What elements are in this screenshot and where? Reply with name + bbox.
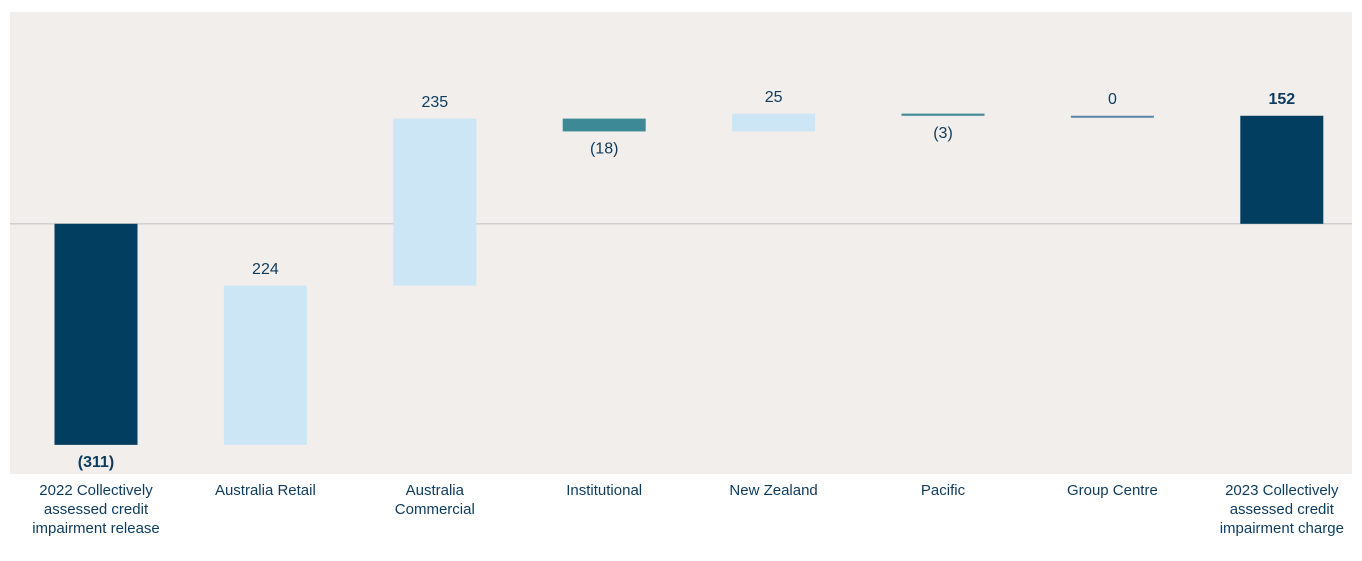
bar	[732, 113, 816, 132]
category-label: Institutional	[566, 482, 643, 499]
bar	[393, 118, 477, 286]
bar	[562, 118, 646, 132]
bar	[1070, 115, 1154, 118]
category-label: Australia Commercial	[394, 482, 475, 518]
category-label: Pacific	[920, 482, 966, 499]
plot-background	[10, 12, 1352, 474]
value-label: (311)	[78, 454, 114, 471]
category-label: 2023 Collectively assessed credit impair…	[1219, 482, 1344, 537]
value-label: 152	[1268, 91, 1295, 108]
value-label: 235	[421, 94, 448, 111]
value-label: 0	[1108, 91, 1117, 108]
value-label: 25	[765, 89, 783, 106]
bar	[1240, 115, 1324, 224]
category-label: Australia Retail	[214, 482, 316, 499]
bar	[901, 113, 985, 116]
category-label: 2022 Collectively assessed credit impair…	[32, 482, 160, 537]
bar	[223, 285, 307, 445]
value-label: (18)	[590, 141, 618, 158]
value-label: (3)	[933, 125, 953, 142]
value-label: 224	[252, 261, 279, 278]
category-label: Group Centre	[1066, 482, 1158, 499]
bar	[54, 223, 138, 445]
category-label: New Zealand	[729, 482, 818, 499]
